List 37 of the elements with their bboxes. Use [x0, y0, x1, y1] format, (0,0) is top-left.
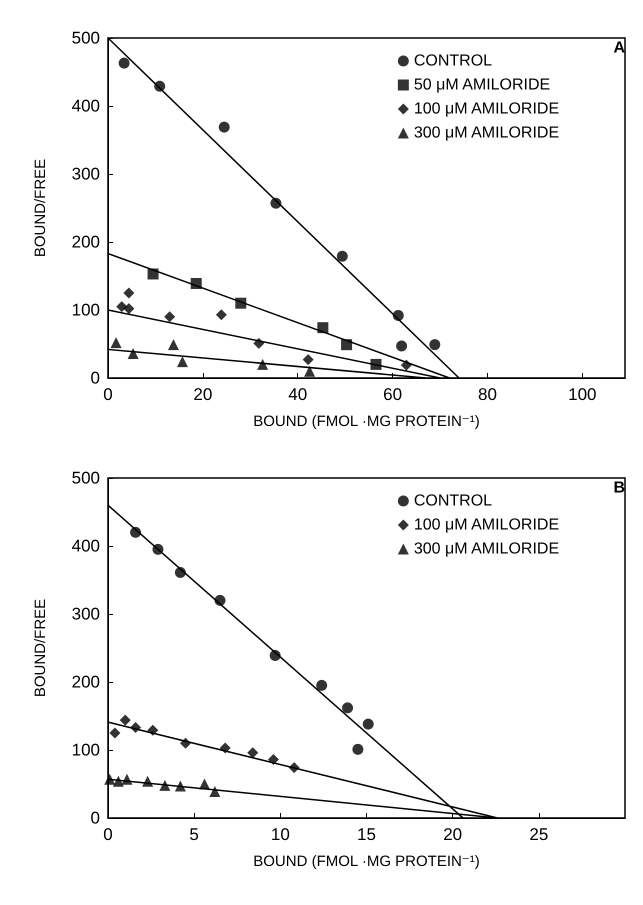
x-tick-label: 5 [189, 825, 199, 844]
x-tick-label: 60 [383, 385, 402, 404]
y-tick-label: 300 [72, 164, 100, 184]
x-tick-label: 40 [288, 385, 308, 404]
y-tick-label: 100 [72, 300, 100, 320]
x-tick-label: 80 [478, 385, 497, 404]
legend-label: 100 μM AMILORIDE [414, 100, 560, 118]
y-tick-label: 500 [72, 28, 100, 48]
y-tick-label: 400 [72, 96, 100, 116]
legend-label: 300 μM AMILORIDE [414, 540, 560, 558]
legend-label: CONTROL [414, 52, 492, 70]
y-tick-label: 0 [90, 368, 100, 388]
legend-label: 100 μM AMILORIDE [414, 516, 560, 534]
y-tick-label: 200 [72, 672, 100, 692]
x-tick-label: 0 [103, 385, 113, 404]
x-tick-label: 10 [270, 825, 290, 844]
legend-label: CONTROL [414, 492, 492, 510]
x-tick-label: 20 [443, 825, 462, 844]
x-tick-label: 25 [529, 825, 548, 844]
legend-label: 50 μM AMILORIDE [414, 76, 550, 94]
y-tick-label: 200 [72, 232, 100, 252]
x-axis-title: BOUND (FMOL ·MG PROTEIN⁻¹) [253, 413, 480, 430]
legend-label: 300 μM AMILORIDE [414, 124, 560, 142]
annotation: A [613, 40, 626, 56]
y-tick-label: 0 [90, 808, 100, 828]
y-tick-label: 500 [72, 468, 100, 488]
x-tick-label: 0 [103, 825, 113, 844]
y-axis-title: BOUND/FREE [32, 598, 49, 698]
y-axis-title: BOUND/FREE [32, 158, 49, 258]
y-tick-label: 400 [72, 536, 100, 556]
x-tick-label: 100 [568, 385, 596, 404]
x-axis-title: BOUND (FMOL ·MG PROTEIN⁻¹) [253, 853, 480, 870]
annotation: B [613, 480, 626, 496]
x-tick-label: 20 [193, 385, 212, 404]
y-tick-label: 100 [72, 740, 100, 760]
x-tick-label: 15 [357, 825, 376, 844]
y-tick-label: 300 [72, 604, 100, 624]
